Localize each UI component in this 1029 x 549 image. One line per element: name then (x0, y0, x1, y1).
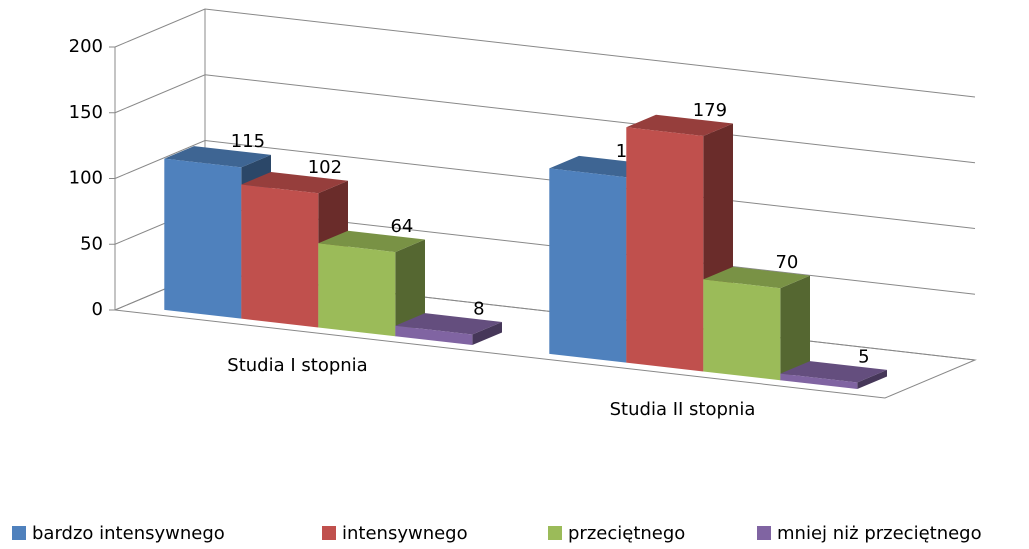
bar-top (780, 361, 887, 383)
data-label: 115 (231, 131, 265, 152)
category-label: Studia I stopnia (227, 355, 367, 376)
bar-side (472, 321, 502, 346)
category-label: Studia II stopnia (610, 399, 756, 420)
bar-top (395, 313, 502, 335)
data-label: 8 (473, 298, 484, 319)
bar-side (780, 275, 810, 381)
grid-line (114, 8, 976, 98)
bar-front (780, 373, 858, 390)
y-tick-label: 100 (69, 168, 103, 189)
bar-front (241, 184, 319, 328)
bar-front (318, 243, 396, 337)
y-tick-label: 0 (92, 299, 103, 320)
data-label: 5 (858, 346, 869, 367)
bar-front (549, 168, 627, 363)
bar-top (626, 114, 733, 137)
legend-swatch (757, 526, 771, 540)
bar-top (241, 171, 348, 194)
bar (780, 361, 887, 390)
bar-front (164, 158, 242, 319)
y-tick-label: 150 (69, 102, 103, 123)
legend-label: przeciętnego (568, 523, 685, 544)
bar-front (703, 279, 781, 381)
legend-label: intensywnego (342, 523, 468, 544)
data-label: 102 (308, 157, 342, 178)
bar-front (395, 325, 473, 346)
bar-side (395, 239, 425, 337)
data-label: 70 (775, 252, 798, 273)
bar-top (318, 230, 425, 253)
y-tick-label: 50 (80, 233, 103, 254)
legend-swatch (12, 526, 26, 540)
bar-front (626, 127, 704, 372)
bar (318, 230, 425, 337)
bar (703, 266, 810, 381)
legend-label: bardzo intensywnego (32, 523, 225, 544)
y-tick-label: 200 (69, 36, 103, 57)
bar-top (703, 266, 810, 289)
legend-swatch (548, 526, 562, 540)
bar (395, 313, 502, 346)
data-label: 64 (390, 216, 413, 237)
bar-top (164, 146, 271, 168)
legend-swatch (322, 526, 336, 540)
data-label: 179 (693, 100, 727, 121)
legend-label: mniej niż przeciętnego (777, 523, 982, 544)
bar-side (857, 369, 887, 390)
